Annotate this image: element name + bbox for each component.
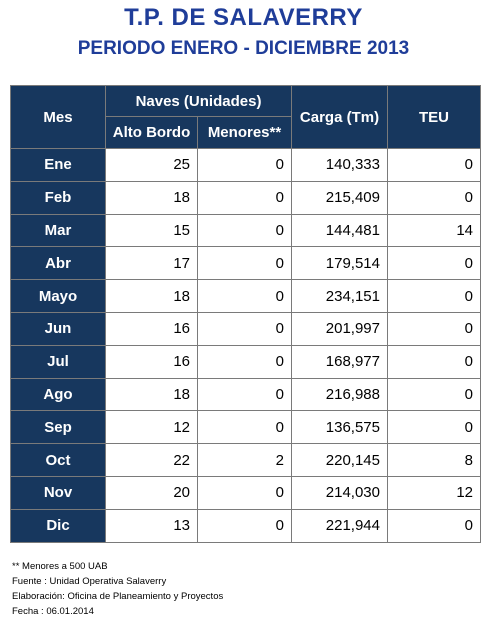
- row-carga: 201,997: [291, 311, 388, 346]
- row-alto-bordo: 18: [105, 180, 198, 215]
- row-alto-bordo: 17: [105, 246, 198, 281]
- row-month: Mar: [10, 213, 106, 248]
- row-teu: 0: [387, 148, 481, 182]
- header-menores: Menores**: [197, 116, 292, 149]
- row-carga: 216,988: [291, 377, 388, 412]
- row-menores: 0: [197, 213, 292, 248]
- row-teu: 0: [387, 180, 481, 215]
- row-alto-bordo: 18: [105, 279, 198, 313]
- table-row: Mar 15 0 144,481 14: [10, 213, 481, 248]
- row-alto-bordo: 15: [105, 213, 198, 248]
- row-menores: 0: [197, 246, 292, 281]
- row-menores: 2: [197, 443, 292, 477]
- row-menores: 0: [197, 180, 292, 215]
- note-fecha: Fecha : 06.01.2014: [12, 606, 94, 617]
- row-carga: 221,944: [291, 508, 388, 543]
- header-alto-bordo: Alto Bordo: [105, 116, 198, 149]
- row-menores: 0: [197, 475, 292, 510]
- header-mes: Mes: [10, 85, 106, 149]
- header-carga: Carga (Tm): [291, 85, 388, 149]
- row-teu: 0: [387, 344, 481, 379]
- row-menores: 0: [197, 377, 292, 412]
- table-row: Nov 20 0 214,030 12: [10, 475, 481, 510]
- row-teu: 0: [387, 311, 481, 346]
- row-carga: 136,575: [291, 410, 388, 445]
- row-carga: 234,151: [291, 279, 388, 313]
- row-month: Jul: [10, 344, 106, 379]
- table-row: Jun 16 0 201,997 0: [10, 311, 481, 346]
- table-row: Ago 18 0 216,988 0: [10, 377, 481, 412]
- row-teu: 0: [387, 508, 481, 543]
- table-row: Dic 13 0 221,944 0: [10, 508, 481, 543]
- page-title: T.P. DE SALAVERRY: [124, 4, 363, 31]
- row-alto-bordo: 18: [105, 377, 198, 412]
- row-alto-bordo: 13: [105, 508, 198, 543]
- row-teu: 0: [387, 279, 481, 313]
- row-alto-bordo: 25: [105, 148, 198, 182]
- row-alto-bordo: 16: [105, 311, 198, 346]
- row-month: Dic: [10, 508, 106, 543]
- row-teu: 0: [387, 246, 481, 281]
- row-teu: 14: [387, 213, 481, 248]
- row-carga: 220,145: [291, 443, 388, 477]
- row-menores: 0: [197, 311, 292, 346]
- footnotes: ** Menores a 500 UAB Fuente : Unidad Ope…: [12, 559, 223, 619]
- row-carga: 215,409: [291, 180, 388, 215]
- table-row: Oct 22 2 220,145 8: [10, 443, 481, 477]
- table-row: Jul 16 0 168,977 0: [10, 344, 481, 379]
- note-menores: ** Menores a 500 UAB: [12, 561, 108, 572]
- note-elaboracion: Elaboración: Oficina de Planeamiento y P…: [12, 591, 224, 602]
- row-carga: 144,481: [291, 213, 388, 248]
- row-month: Nov: [10, 475, 106, 510]
- page-subtitle: PERIODO ENERO - DICIEMBRE 2013: [77, 38, 410, 59]
- row-carga: 140,333: [291, 148, 388, 182]
- row-month: Abr: [10, 246, 106, 281]
- table-row: Ene 25 0 140,333 0: [10, 148, 481, 182]
- row-menores: 0: [197, 148, 292, 182]
- row-month: Sep: [10, 410, 106, 445]
- row-menores: 0: [197, 279, 292, 313]
- table-row: Sep 12 0 136,575 0: [10, 410, 481, 445]
- row-month: Ago: [10, 377, 106, 412]
- row-teu: 12: [387, 475, 481, 510]
- row-menores: 0: [197, 344, 292, 379]
- row-alto-bordo: 22: [105, 443, 198, 477]
- traffic-table: Mes Naves (Unidades) Carga (Tm) TEU Alto…: [10, 85, 481, 543]
- row-teu: 0: [387, 377, 481, 412]
- header-naves: Naves (Unidades): [105, 85, 292, 117]
- table-body: Ene 25 0 140,333 0 Feb 18 0 215,409 0 Ma…: [10, 148, 481, 543]
- header-teu: TEU: [387, 85, 481, 149]
- row-carga: 179,514: [291, 246, 388, 281]
- row-month: Oct: [10, 443, 106, 477]
- row-alto-bordo: 12: [105, 410, 198, 445]
- row-month: Feb: [10, 180, 106, 215]
- table-row: Mayo 18 0 234,151 0: [10, 279, 481, 313]
- table-row: Feb 18 0 215,409 0: [10, 180, 481, 215]
- table-row: Abr 17 0 179,514 0: [10, 246, 481, 281]
- note-fuente: Fuente : Unidad Operativa Salaverry: [12, 576, 167, 587]
- row-menores: 0: [197, 508, 292, 543]
- row-month: Mayo: [10, 279, 106, 313]
- row-month: Ene: [10, 148, 106, 182]
- row-carga: 214,030: [291, 475, 388, 510]
- row-alto-bordo: 20: [105, 475, 198, 510]
- row-teu: 8: [387, 443, 481, 477]
- row-carga: 168,977: [291, 344, 388, 379]
- row-teu: 0: [387, 410, 481, 445]
- row-month: Jun: [10, 311, 106, 346]
- row-alto-bordo: 16: [105, 344, 198, 379]
- row-menores: 0: [197, 410, 292, 445]
